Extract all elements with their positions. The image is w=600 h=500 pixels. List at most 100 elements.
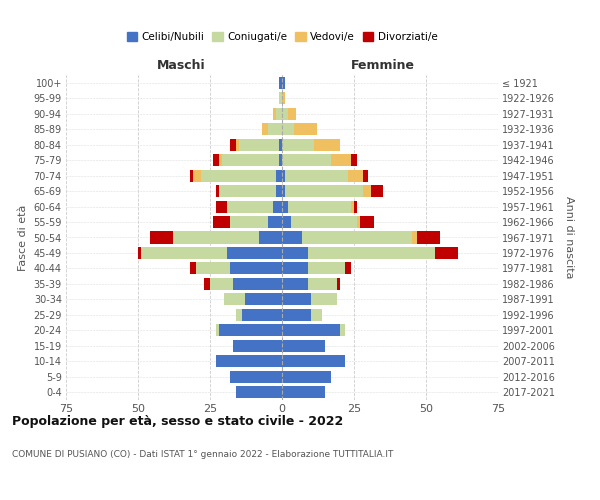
Bar	[279, 154, 282, 166]
Bar	[282, 185, 285, 197]
Bar	[216, 356, 282, 368]
Bar	[282, 123, 293, 135]
Bar	[308, 247, 434, 259]
Bar	[434, 247, 458, 259]
Bar	[282, 232, 302, 243]
Legend: Celibi/Nubili, Coniugati/e, Vedovi/e, Divorziati/e: Celibi/Nubili, Coniugati/e, Vedovi/e, Di…	[122, 28, 442, 46]
Bar	[216, 324, 218, 336]
Bar	[242, 309, 282, 321]
Bar	[210, 278, 233, 290]
Bar	[337, 278, 340, 290]
Bar	[290, 216, 357, 228]
Bar	[282, 340, 325, 352]
Bar	[213, 154, 218, 166]
Bar	[360, 216, 374, 228]
Bar	[173, 232, 259, 243]
Bar	[276, 170, 282, 181]
Bar	[213, 216, 230, 228]
Bar	[216, 200, 227, 212]
Bar	[293, 123, 317, 135]
Bar	[149, 232, 173, 243]
Bar	[268, 216, 282, 228]
Bar	[193, 170, 202, 181]
Bar	[340, 324, 346, 336]
Bar	[236, 386, 282, 398]
Bar	[282, 247, 308, 259]
Bar	[218, 185, 276, 197]
Bar	[282, 278, 308, 290]
Text: Femmine: Femmine	[351, 59, 415, 72]
Bar	[259, 232, 282, 243]
Bar	[216, 185, 218, 197]
Bar	[288, 108, 296, 120]
Y-axis label: Anni di nascita: Anni di nascita	[563, 196, 574, 279]
Bar	[282, 356, 346, 368]
Bar	[279, 138, 282, 150]
Bar	[230, 262, 282, 274]
Bar	[308, 262, 346, 274]
Bar	[233, 278, 282, 290]
Bar	[190, 170, 193, 181]
Bar	[282, 371, 331, 383]
Bar	[331, 154, 351, 166]
Bar	[362, 170, 368, 181]
Bar	[282, 108, 288, 120]
Bar	[204, 278, 210, 290]
Bar	[282, 324, 340, 336]
Bar	[236, 138, 239, 150]
Bar	[351, 154, 357, 166]
Bar	[236, 309, 242, 321]
Bar	[202, 170, 276, 181]
Bar	[282, 170, 285, 181]
Bar	[308, 278, 337, 290]
Bar	[282, 294, 311, 306]
Text: COMUNE DI PUSIANO (CO) - Dati ISTAT 1° gennaio 2022 - Elaborazione TUTTITALIA.IT: COMUNE DI PUSIANO (CO) - Dati ISTAT 1° g…	[12, 450, 394, 459]
Bar	[141, 247, 227, 259]
Bar	[224, 294, 245, 306]
Bar	[279, 76, 282, 89]
Bar	[227, 247, 282, 259]
Bar	[227, 200, 274, 212]
Bar	[190, 262, 196, 274]
Bar	[196, 262, 230, 274]
Bar	[346, 262, 351, 274]
Bar	[302, 232, 412, 243]
Bar	[288, 200, 351, 212]
Bar	[357, 216, 360, 228]
Bar	[351, 200, 354, 212]
Bar	[418, 232, 440, 243]
Bar	[348, 170, 362, 181]
Bar	[371, 185, 383, 197]
Bar	[282, 76, 285, 89]
Bar	[282, 138, 314, 150]
Bar	[233, 340, 282, 352]
Bar	[362, 185, 371, 197]
Bar	[218, 154, 221, 166]
Text: Popolazione per età, sesso e stato civile - 2022: Popolazione per età, sesso e stato civil…	[12, 415, 343, 428]
Bar	[285, 185, 362, 197]
Bar	[282, 386, 325, 398]
Bar	[282, 92, 285, 104]
Bar	[279, 92, 282, 104]
Bar	[245, 294, 282, 306]
Bar	[311, 309, 322, 321]
Bar	[282, 200, 288, 212]
Bar	[274, 108, 276, 120]
Bar	[412, 232, 418, 243]
Bar	[354, 200, 357, 212]
Bar	[274, 200, 282, 212]
Bar	[282, 262, 308, 274]
Bar	[230, 216, 268, 228]
Bar	[282, 216, 290, 228]
Bar	[218, 324, 282, 336]
Bar	[276, 108, 282, 120]
Bar	[262, 123, 268, 135]
Bar	[282, 309, 311, 321]
Bar	[268, 123, 282, 135]
Bar	[285, 170, 348, 181]
Bar	[314, 138, 340, 150]
Text: Maschi: Maschi	[157, 59, 206, 72]
Bar	[282, 154, 331, 166]
Bar	[311, 294, 337, 306]
Bar	[138, 247, 141, 259]
